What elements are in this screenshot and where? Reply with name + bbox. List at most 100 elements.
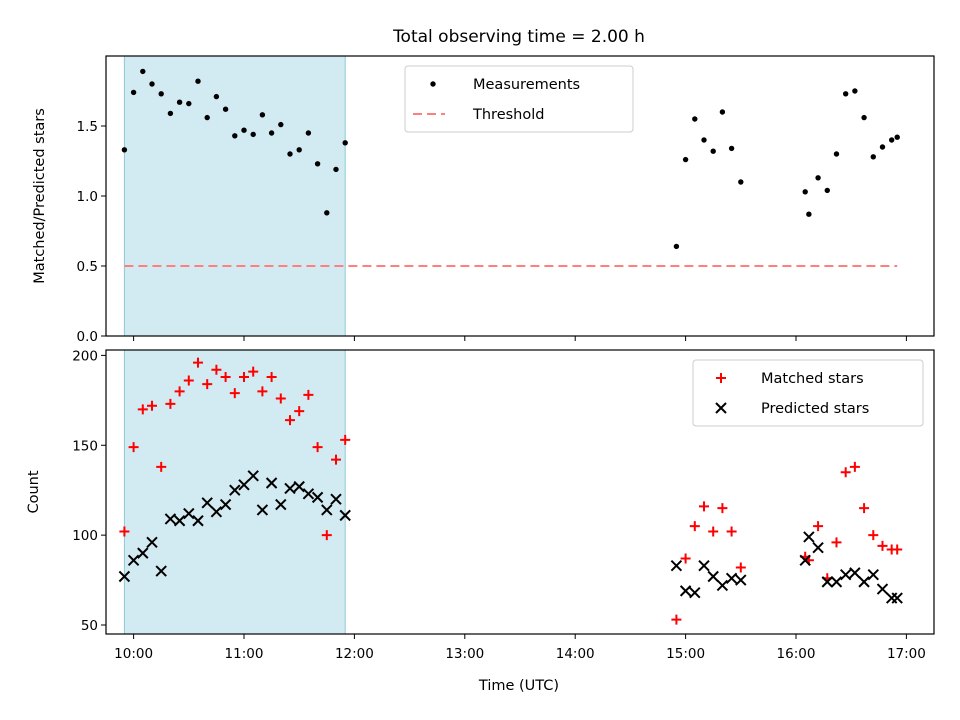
data-point xyxy=(861,114,867,121)
data-point xyxy=(867,568,879,581)
data-point xyxy=(679,585,692,597)
data-point xyxy=(265,477,278,489)
data-point xyxy=(302,488,315,500)
data-point xyxy=(813,521,824,532)
data-point xyxy=(275,498,287,511)
legend-label: Threshold xyxy=(472,107,544,123)
data-point xyxy=(859,503,870,514)
legend-label: Matched stars xyxy=(761,371,864,387)
legend-box xyxy=(404,65,634,133)
data-point xyxy=(682,156,689,163)
data-point xyxy=(213,93,220,100)
data-point xyxy=(137,547,149,559)
data-point xyxy=(287,151,293,157)
data-point xyxy=(339,509,351,522)
data-point xyxy=(186,100,192,107)
bottom-panel: 50 100 150 200 10:00 11:00 12:00 13:00 14:00 15:0… xyxy=(26,348,935,662)
data-point xyxy=(802,189,808,195)
data-point xyxy=(311,491,324,504)
data-point xyxy=(852,88,858,94)
data-point xyxy=(879,144,886,150)
data-point xyxy=(278,121,284,128)
data-point xyxy=(183,375,194,386)
data-point xyxy=(130,89,137,96)
data-point xyxy=(340,434,351,445)
data-point xyxy=(285,415,295,426)
data-point xyxy=(257,386,268,397)
data-point xyxy=(680,553,691,564)
data-point xyxy=(892,544,903,555)
data-point xyxy=(121,147,128,153)
x-tick-label: 17:00 xyxy=(887,646,926,662)
data-point xyxy=(876,583,889,595)
data-point xyxy=(324,210,330,216)
data-point xyxy=(812,542,824,554)
data-point xyxy=(305,130,312,136)
data-point xyxy=(719,109,726,115)
observing-window-shade xyxy=(124,56,346,336)
data-point xyxy=(268,130,275,136)
x-axis-label: Time (UTC) xyxy=(478,678,559,694)
legend-swatch xyxy=(430,81,436,87)
x-tick-label: 15:00 xyxy=(666,646,705,662)
data-point xyxy=(689,521,700,532)
data-point xyxy=(670,559,683,572)
data-point xyxy=(815,175,821,181)
legend-swatch xyxy=(716,373,726,383)
data-point xyxy=(167,110,174,117)
data-point xyxy=(248,366,259,377)
legend-box xyxy=(692,359,924,427)
data-point xyxy=(211,364,222,375)
data-point xyxy=(127,554,140,567)
data-point xyxy=(192,515,204,527)
data-point xyxy=(241,127,247,133)
y-tick-label: 0.5 xyxy=(77,259,98,275)
data-point xyxy=(284,482,296,495)
data-point xyxy=(330,493,342,505)
data-point xyxy=(238,479,250,491)
data-point xyxy=(256,504,269,516)
y-tick-label: 1.0 xyxy=(77,189,98,205)
data-point xyxy=(699,501,709,512)
data-point xyxy=(137,404,148,415)
data-point xyxy=(333,166,339,173)
data-point xyxy=(259,112,266,118)
data-point xyxy=(118,570,131,583)
data-point xyxy=(824,187,830,194)
data-point xyxy=(701,137,707,143)
data-point xyxy=(840,467,851,478)
data-point xyxy=(321,530,332,541)
data-point xyxy=(303,389,314,400)
data-point xyxy=(183,507,195,520)
data-point xyxy=(174,386,185,397)
data-point xyxy=(726,526,737,537)
data-point xyxy=(728,145,735,152)
data-point xyxy=(342,140,348,146)
data-point xyxy=(799,554,811,567)
y-tick-label: 100 xyxy=(72,528,98,544)
data-point xyxy=(331,454,341,465)
data-point xyxy=(877,540,888,551)
data-point xyxy=(266,371,277,382)
data-point xyxy=(803,531,815,543)
data-point xyxy=(868,530,879,541)
data-point xyxy=(232,133,238,139)
chart-title: Total observing time = 2.00 h xyxy=(392,27,645,47)
data-point xyxy=(158,91,164,97)
data-point xyxy=(296,147,302,153)
x-tick-label: 11:00 xyxy=(225,646,264,662)
data-point xyxy=(229,484,241,496)
data-point xyxy=(321,504,333,516)
data-point xyxy=(275,393,286,404)
data-point xyxy=(173,515,186,527)
x-tick-label: 14:00 xyxy=(556,646,595,662)
data-point xyxy=(839,568,852,581)
plot-frame xyxy=(105,349,935,635)
data-point xyxy=(156,461,167,472)
top-panel: 0.0 0.5 1.0 1.5 Matched/Predicted stars Measu… xyxy=(32,55,935,345)
legend-label: Measurements xyxy=(473,77,580,93)
data-point xyxy=(128,442,139,453)
data-point xyxy=(891,592,903,604)
